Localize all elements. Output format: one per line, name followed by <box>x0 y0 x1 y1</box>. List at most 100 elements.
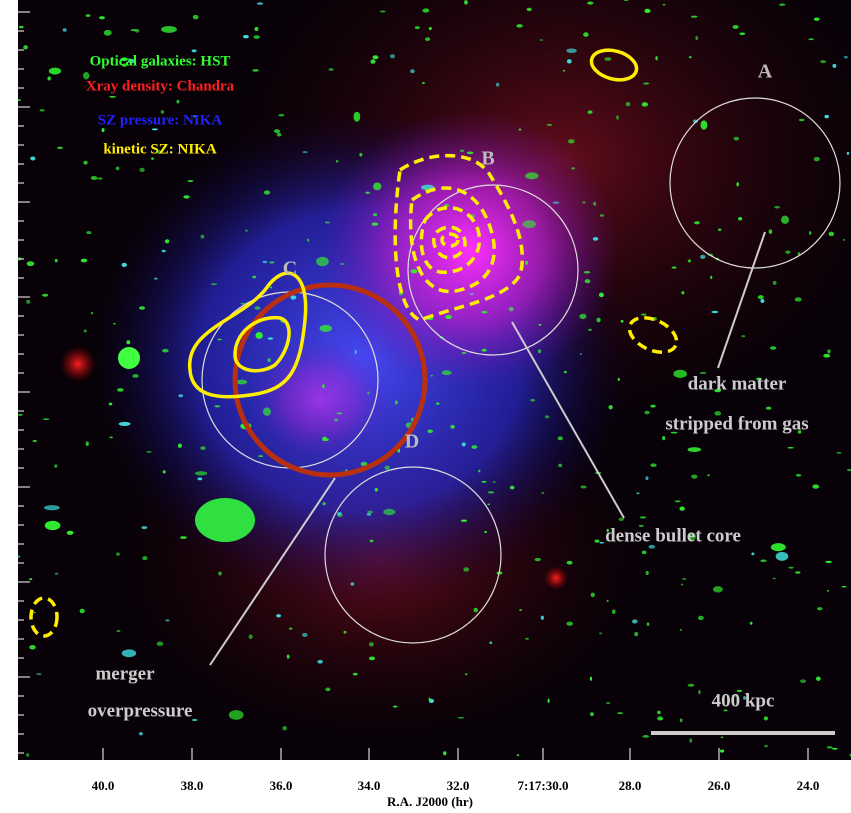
galaxy <box>163 470 166 473</box>
galaxy <box>827 590 829 592</box>
galaxy <box>151 157 154 160</box>
galaxy <box>538 349 541 353</box>
region-label: D <box>405 431 419 453</box>
galaxy <box>97 177 102 179</box>
galaxy <box>86 231 91 234</box>
galaxy <box>276 614 281 617</box>
galaxy <box>257 2 263 4</box>
galaxy <box>161 26 177 33</box>
galaxy <box>23 45 28 49</box>
galaxy <box>580 353 582 355</box>
galaxy <box>302 151 307 153</box>
galaxy <box>847 152 850 155</box>
galaxy <box>369 642 374 646</box>
galaxy <box>488 491 494 493</box>
galaxy <box>445 315 452 319</box>
galaxy <box>647 622 649 626</box>
galaxy <box>489 642 492 644</box>
galaxy <box>211 283 217 285</box>
galaxy <box>827 746 833 748</box>
galaxy <box>431 375 433 377</box>
galaxy <box>47 76 51 80</box>
galaxy <box>139 168 144 172</box>
annotation: merger <box>95 663 155 684</box>
galaxy <box>642 735 649 738</box>
galaxy <box>109 403 113 406</box>
annotation: stripped from gas <box>665 413 808 434</box>
galaxy <box>517 754 520 756</box>
galaxy <box>277 133 282 137</box>
galaxy <box>183 195 189 198</box>
galaxy <box>142 556 147 560</box>
x-tick-label: 7:17:30.0 <box>518 778 569 793</box>
galaxy <box>632 619 638 623</box>
galaxy <box>650 463 656 467</box>
galaxy <box>800 679 806 683</box>
scale-label: 400 kpc <box>712 690 775 711</box>
galaxy <box>139 306 145 310</box>
galaxy <box>675 500 681 502</box>
galaxy <box>192 49 197 52</box>
galaxy <box>563 70 566 72</box>
galaxy <box>781 216 789 224</box>
x-tick-label: 24.0 <box>797 778 820 793</box>
galaxy <box>650 405 655 408</box>
galaxy <box>325 222 330 224</box>
galaxy <box>373 213 377 216</box>
galaxy <box>325 688 330 692</box>
galaxy <box>287 655 290 659</box>
galaxy <box>254 35 260 39</box>
galaxy <box>249 634 253 639</box>
galaxy <box>370 59 375 63</box>
galaxy <box>187 180 193 182</box>
galaxy <box>372 222 379 225</box>
galaxy <box>634 632 638 636</box>
galaxy <box>201 235 205 239</box>
figure: Optical galaxies: HST Xray density: Chan… <box>0 0 851 813</box>
galaxy <box>596 318 600 323</box>
galaxy <box>118 347 140 369</box>
galaxy <box>711 311 718 313</box>
region-label: C <box>283 258 297 280</box>
galaxy <box>599 632 602 634</box>
galaxy <box>45 521 61 530</box>
galaxy <box>436 402 440 404</box>
galaxy <box>383 509 395 515</box>
galaxy <box>691 475 697 479</box>
galaxy <box>464 0 468 4</box>
galaxy <box>317 660 323 664</box>
x-tick-label: 38.0 <box>181 778 204 793</box>
galaxy <box>165 619 169 621</box>
galaxy <box>178 444 182 448</box>
region-label: B <box>481 148 494 170</box>
galaxy <box>329 68 334 71</box>
galaxy <box>606 702 610 704</box>
galaxy <box>640 516 646 518</box>
galaxy <box>19 26 24 29</box>
galaxy <box>343 631 346 634</box>
galaxy <box>135 29 140 33</box>
galaxy <box>535 558 541 561</box>
galaxy <box>353 112 360 122</box>
galaxy <box>429 698 431 702</box>
galaxy <box>607 600 609 602</box>
galaxy <box>750 622 753 625</box>
galaxy <box>290 295 296 299</box>
galaxy <box>195 471 208 475</box>
galaxy <box>307 239 309 242</box>
galaxy <box>29 645 36 650</box>
galaxy <box>375 488 378 492</box>
galaxy <box>644 9 650 13</box>
galaxy <box>584 271 590 274</box>
galaxy <box>270 286 272 288</box>
galaxy <box>40 109 45 111</box>
galaxy <box>178 394 182 397</box>
galaxy <box>367 511 373 514</box>
galaxy <box>774 206 780 208</box>
galaxy <box>657 711 661 714</box>
galaxy <box>337 412 343 414</box>
galaxy <box>593 202 596 206</box>
galaxy <box>340 263 344 265</box>
galaxy <box>680 719 683 723</box>
galaxy <box>42 294 48 297</box>
